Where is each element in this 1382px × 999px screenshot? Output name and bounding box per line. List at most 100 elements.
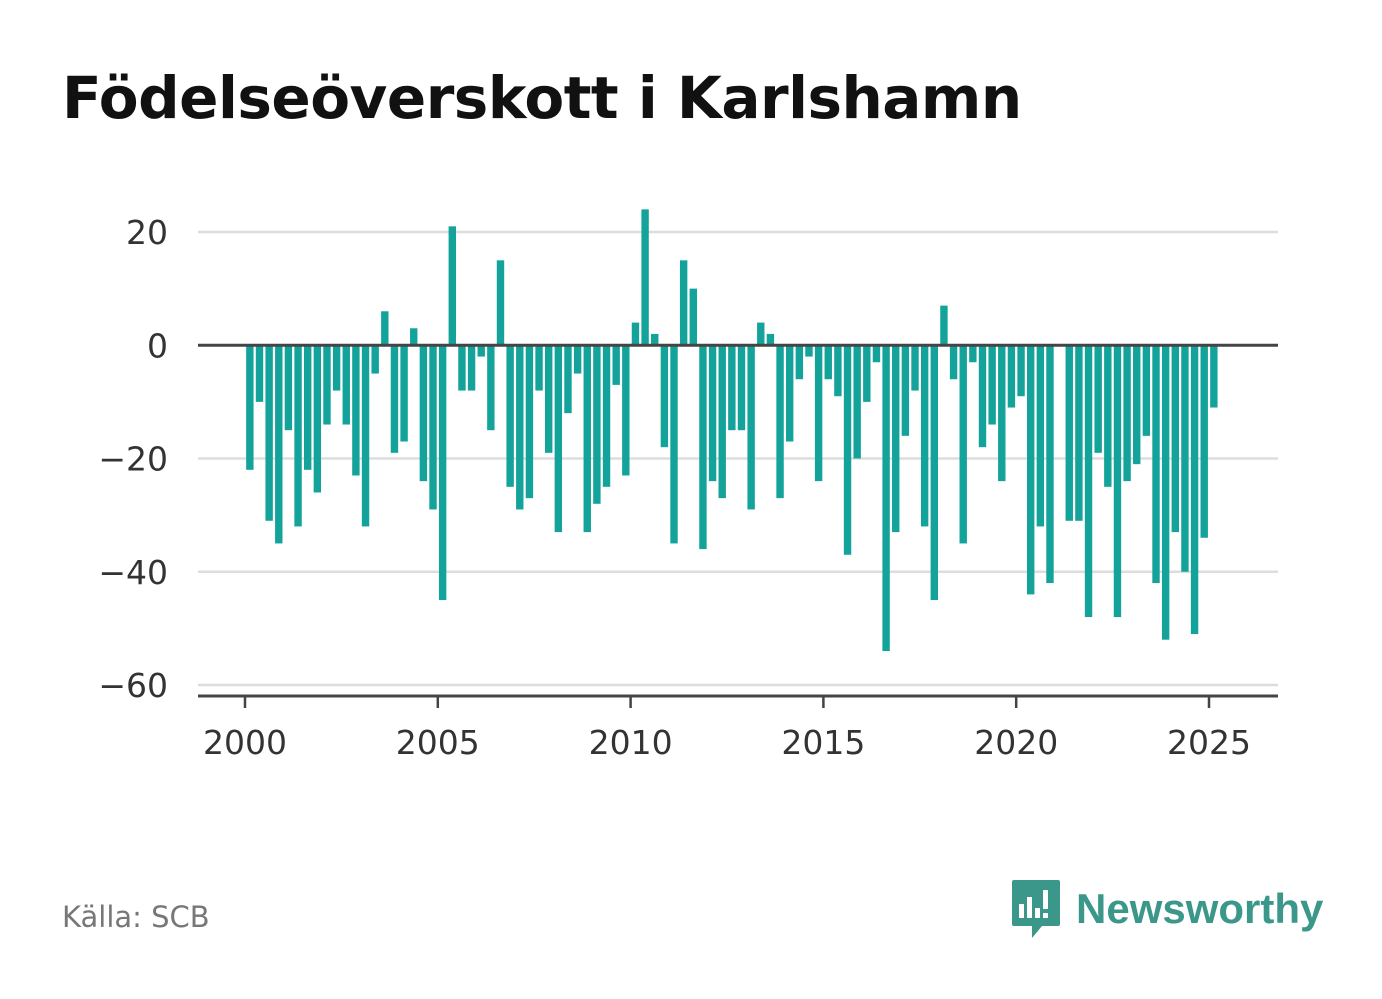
bar bbox=[342, 345, 350, 425]
bar bbox=[708, 345, 717, 482]
bar bbox=[959, 345, 967, 544]
bar bbox=[699, 345, 707, 550]
bar bbox=[400, 345, 408, 442]
bar bbox=[458, 345, 466, 391]
bar bbox=[1026, 345, 1035, 595]
bar bbox=[1113, 345, 1122, 618]
bar bbox=[843, 345, 852, 555]
bar bbox=[1133, 345, 1141, 465]
bar bbox=[332, 345, 341, 391]
bar bbox=[410, 328, 418, 346]
bar bbox=[1123, 345, 1131, 482]
bar bbox=[419, 345, 428, 482]
bar bbox=[381, 311, 389, 346]
x-tick-label: 2000 bbox=[203, 723, 287, 762]
y-tick-label: 20 bbox=[126, 213, 168, 252]
bar bbox=[901, 345, 910, 436]
bar bbox=[602, 345, 611, 487]
bars bbox=[246, 209, 1218, 652]
bar bbox=[1046, 345, 1054, 584]
bar bbox=[969, 345, 977, 363]
newsworthy-logo-icon bbox=[1012, 880, 1060, 938]
bar bbox=[1017, 345, 1025, 397]
bar bbox=[940, 305, 948, 346]
bar bbox=[564, 345, 572, 414]
bar bbox=[641, 209, 649, 346]
bar bbox=[824, 345, 832, 380]
bar bbox=[882, 345, 890, 652]
bar bbox=[1036, 345, 1045, 527]
bar bbox=[1007, 345, 1016, 408]
bar bbox=[1161, 345, 1170, 640]
bar bbox=[795, 345, 804, 380]
bar bbox=[265, 345, 273, 521]
bar bbox=[689, 288, 697, 346]
y-tick-label: −60 bbox=[98, 666, 168, 705]
bar bbox=[728, 345, 736, 431]
bar bbox=[303, 345, 312, 470]
bar bbox=[911, 345, 919, 391]
axes bbox=[198, 343, 1278, 708]
bar bbox=[467, 345, 476, 391]
bar bbox=[352, 345, 360, 476]
bar bbox=[496, 260, 505, 346]
bar bbox=[313, 345, 322, 493]
bar bbox=[631, 322, 640, 346]
bar bbox=[1181, 345, 1189, 572]
y-tick-label: −40 bbox=[98, 553, 168, 592]
bar bbox=[679, 260, 688, 346]
x-tick-label: 2025 bbox=[1167, 723, 1251, 762]
bar bbox=[294, 345, 302, 527]
bar bbox=[1200, 345, 1208, 538]
bar bbox=[660, 345, 669, 448]
bar bbox=[554, 345, 563, 533]
chart-title: Födelseöverskott i Karlshamn bbox=[62, 64, 1022, 132]
bar bbox=[949, 345, 958, 380]
bar bbox=[246, 345, 254, 470]
bar bbox=[1142, 345, 1151, 436]
bar bbox=[1094, 345, 1102, 453]
bar bbox=[1210, 345, 1218, 408]
bar bbox=[477, 345, 485, 357]
bar bbox=[805, 345, 813, 357]
bar bbox=[544, 345, 553, 453]
bar bbox=[834, 345, 842, 397]
bar bbox=[1171, 345, 1179, 533]
bar bbox=[275, 345, 283, 544]
bar bbox=[737, 345, 746, 431]
bar bbox=[853, 345, 861, 459]
bar bbox=[323, 345, 331, 425]
bar bbox=[814, 345, 823, 482]
bar bbox=[747, 345, 755, 510]
tick-labels: 20 0 −20 −40 −60 2000 2005 2010 2015 2020 2025 bbox=[98, 213, 1251, 762]
bar bbox=[1075, 345, 1083, 521]
bar bbox=[390, 345, 399, 453]
brand-name: Newsworthy bbox=[1076, 885, 1324, 932]
bar bbox=[516, 345, 524, 510]
bar bbox=[892, 345, 900, 533]
bar bbox=[863, 345, 871, 402]
bar bbox=[525, 345, 534, 499]
bar bbox=[1104, 345, 1112, 487]
bar bbox=[612, 345, 620, 385]
bar bbox=[593, 345, 601, 504]
bar bbox=[361, 345, 370, 527]
bar bbox=[785, 345, 794, 442]
bar bbox=[622, 345, 630, 476]
bar bbox=[583, 345, 591, 533]
bar bbox=[535, 345, 543, 391]
bar bbox=[1084, 345, 1093, 618]
bar bbox=[776, 345, 784, 499]
x-tick-label: 2010 bbox=[589, 723, 673, 762]
bar bbox=[573, 345, 582, 374]
bar bbox=[670, 345, 678, 544]
bar bbox=[1152, 345, 1160, 584]
bar bbox=[978, 345, 987, 448]
bar bbox=[506, 345, 514, 487]
x-tick-label: 2005 bbox=[396, 723, 480, 762]
bar bbox=[872, 345, 881, 363]
brand-logo[interactable]: Newsworthy bbox=[1010, 878, 1323, 940]
bar bbox=[766, 333, 775, 346]
bar bbox=[718, 345, 726, 499]
